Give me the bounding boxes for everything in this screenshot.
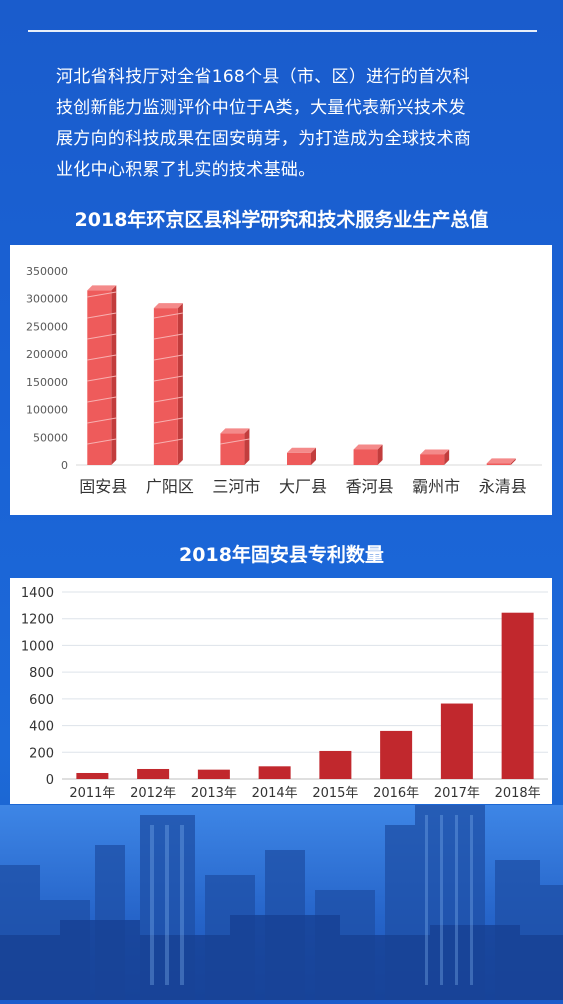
chart2-bar <box>440 703 473 779</box>
chart1-bar-segment <box>153 312 183 319</box>
intro-line: 河北省科技厅对全省168个县（市、区）进行的首次科 <box>56 67 470 87</box>
chart2-y-tick-label: 200 <box>29 746 54 761</box>
chart1-bar-top <box>220 428 250 434</box>
chart1-bar-side <box>311 447 316 465</box>
chart1-x-tick-label: 霸州市 <box>412 477 460 496</box>
chart1-bar-segment <box>220 438 250 445</box>
chart1-bar <box>353 449 378 465</box>
chart1-bar <box>220 433 245 465</box>
chart1-bar-segment <box>87 291 117 298</box>
chart2-bar <box>380 730 413 779</box>
chart1-bar-segment <box>87 312 117 319</box>
chart2-x-tick-label: 2017年 <box>434 786 480 801</box>
chart1-bar-side <box>444 449 450 465</box>
chart1-bar-segment <box>87 396 117 403</box>
chart1-title: 2018年环京区县科学研究和技术服务业生产总值 <box>74 209 489 231</box>
chart1-svg: 0 50000 100000 150000 200000 250000 300000 3500… <box>26 265 542 496</box>
skyline-silhouette <box>0 805 563 1000</box>
chart1-bar-segment <box>153 438 183 445</box>
chart2-bar <box>258 766 291 779</box>
chart2-x-tick-label: 2013年 <box>191 786 237 801</box>
chart1-x-tick-label: 香河县 <box>346 477 394 496</box>
chart1-bar-segment <box>87 438 117 445</box>
top-divider <box>28 30 537 32</box>
chart1-x-tick-label: 大厂县 <box>279 477 327 496</box>
chart1-y-tick-label: 150000 <box>26 376 68 389</box>
chart1-bar <box>153 308 178 465</box>
chart1-bar <box>486 463 511 465</box>
chart1-y-tick-label: 200000 <box>26 348 68 361</box>
chart1-x-tick-label: 固安县 <box>79 477 127 496</box>
chart2-bar <box>137 768 170 779</box>
chart1-bar-top <box>353 444 383 450</box>
chart2-bar <box>501 612 534 779</box>
chart1-bar-segment <box>153 354 183 361</box>
chart1-bar-side <box>377 444 383 465</box>
chart2-y-tick-label: 1000 <box>21 639 54 654</box>
chart1-y-tick-label: 250000 <box>26 320 68 333</box>
chart2-x-tick-label: 2018年 <box>495 786 541 801</box>
chart1-bar-segment <box>153 417 183 424</box>
chart2-title: 2018年固安县专利数量 <box>179 544 384 566</box>
chart1-bar-side <box>244 428 250 465</box>
chart1-y-tick-label: 300000 <box>26 293 68 306</box>
chart2-x-tick-label: 2014年 <box>252 786 298 801</box>
chart1-bar-top <box>287 447 316 453</box>
chart2-y-tick-label: 1400 <box>21 586 54 601</box>
chart1-bar-segment <box>87 375 117 382</box>
chart2-y-tick-label: 0 <box>46 773 54 788</box>
chart1-bar <box>287 452 311 465</box>
chart1-bar-segment <box>153 333 183 340</box>
chart2-y-tick-label: 400 <box>29 720 54 735</box>
chart1-bar-segment <box>87 354 117 361</box>
chart2-bar <box>319 750 352 779</box>
chart1-bar-side <box>510 458 516 465</box>
chart1-bar-top <box>87 285 117 291</box>
chart1-y-tick-label: 0 <box>61 459 68 472</box>
chart2-svg: 0 200 400 600 800 1000 1200 1400 2011年 2012年 2013年… <box>21 586 548 801</box>
chart1-bar-top <box>420 449 450 455</box>
chart1-bar-top <box>153 303 183 309</box>
chart1-bar-segment <box>87 417 117 424</box>
chart1-bar-side <box>177 303 183 465</box>
chart1-bar-segment <box>153 396 183 403</box>
chart1-card: 0 50000 100000 150000 200000 250000 300000 3500… <box>10 245 552 515</box>
chart2-bar <box>76 772 109 779</box>
chart1-y-tick-label: 50000 <box>33 431 68 444</box>
chart1-bar-segment <box>87 333 117 340</box>
chart2-y-tick-label: 600 <box>29 693 54 708</box>
intro-line: 技创新能力监测评价中位于A类，大量代表新兴技术发 <box>56 98 466 118</box>
chart2-bar <box>197 769 230 779</box>
chart1-y-tick-label: 350000 <box>26 265 68 278</box>
intro-paragraph: 河北省科技厅对全省168个县（市、区）进行的首次科 技创新能力监测评价中位于A类… <box>56 62 518 186</box>
chart1-bar-top <box>486 458 516 464</box>
chart2-y-tick-label: 800 <box>29 666 54 681</box>
chart2-x-tick-label: 2011年 <box>69 786 115 801</box>
chart2-y-tick-label: 1200 <box>21 613 54 628</box>
chart1-x-tick-label: 广阳区 <box>146 477 194 496</box>
chart2-x-tick-label: 2016年 <box>373 786 419 801</box>
chart1-bar-side <box>111 285 117 465</box>
intro-line: 展方向的科技成果在固安萌芽，为打造成为全球技术商 <box>56 129 472 149</box>
intro-line: 业化中心积累了扎实的技术基础。 <box>56 160 316 180</box>
chart1-y-tick-label: 100000 <box>26 404 68 417</box>
chart1-bar-segment <box>153 375 183 382</box>
chart2-card: 0 200 400 600 800 1000 1200 1400 2011年 2012年 2013年… <box>10 578 552 804</box>
chart2-x-tick-label: 2015年 <box>312 786 358 801</box>
chart1-x-tick-label: 三河市 <box>212 477 260 496</box>
chart2-x-tick-label: 2012年 <box>130 786 176 801</box>
chart1-bar <box>420 454 445 465</box>
chart1-x-tick-label: 永清县 <box>479 477 527 496</box>
city-skyline-image <box>0 805 563 1000</box>
